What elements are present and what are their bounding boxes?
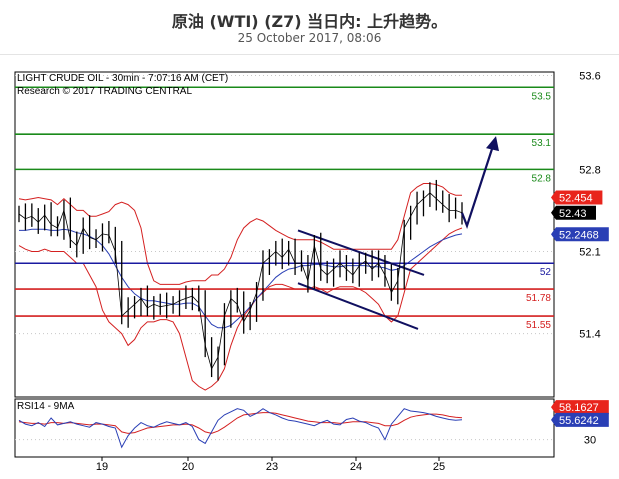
x-tick-label: 23 — [266, 461, 278, 473]
moving-average-tag-box — [551, 227, 609, 242]
upper-band-tag-text: 52.454 — [559, 193, 593, 205]
moving-average-tag-text: 52.2468 — [559, 229, 599, 241]
rsi-tag-text: 55.6242 — [559, 415, 599, 427]
x-tick-label: 25 — [433, 461, 445, 473]
chart-header: 原油 (WTI) (Z7) 当日内: 上升趋势。 25 October 2017… — [0, 0, 619, 56]
price-line — [18, 192, 463, 370]
bollinger-lower-line — [18, 227, 463, 391]
x-tick-label: 19 — [96, 461, 108, 473]
channel-lower-line — [297, 282, 419, 330]
copyright-info: Research © 2017 TRADING CENTRAL — [17, 86, 193, 97]
y-tick-label: 51.4 — [579, 329, 600, 341]
rsi-line — [18, 408, 463, 449]
upper-band-tag-box — [551, 190, 603, 205]
rsi-ma-tag-box — [551, 400, 609, 415]
instrument-info: LIGHT CRUDE OIL - 30min - 7:07:16 AM (CE… — [17, 73, 229, 84]
header-divider — [0, 54, 619, 55]
level-label: 52.8 — [532, 173, 552, 184]
last-price-tag-text: 52.43 — [559, 208, 587, 220]
y-tick-label: 52.8 — [579, 164, 600, 176]
y-tick-label: 53.6 — [579, 71, 600, 83]
y-tick-label: 52.1 — [579, 247, 600, 259]
chart-title: 原油 (WTI) (Z7) 当日内: 上升趋势。 — [171, 12, 448, 31]
arrow-head — [486, 136, 499, 152]
x-tick-label: 20 — [182, 461, 194, 473]
level-label: 52 — [540, 267, 552, 278]
level-label: 53.5 — [532, 91, 552, 102]
chart-date: 25 October 2017, 08:06 — [237, 31, 382, 45]
rsi-tag-box — [551, 412, 609, 427]
channel-upper-line — [297, 229, 425, 276]
last-price-tag-box — [551, 205, 596, 220]
rsi-y-tick-label: 30 — [584, 435, 596, 447]
rsi-panel — [14, 398, 555, 458]
bollinger-upper-line — [18, 183, 462, 285]
rsi-ma-tag-text: 58.1627 — [559, 402, 599, 414]
x-tick-label: 24 — [350, 461, 362, 473]
rsi-label: RSI14 - 9MA — [17, 401, 75, 412]
level-label: 51.78 — [526, 293, 551, 304]
level-label: 53.1 — [532, 138, 552, 149]
level-label: 51.55 — [526, 320, 551, 331]
projection-arrow — [460, 145, 495, 229]
chart-info: LIGHT CRUDE OIL - 30min - 7:07:16 AM (CE… — [17, 72, 228, 98]
